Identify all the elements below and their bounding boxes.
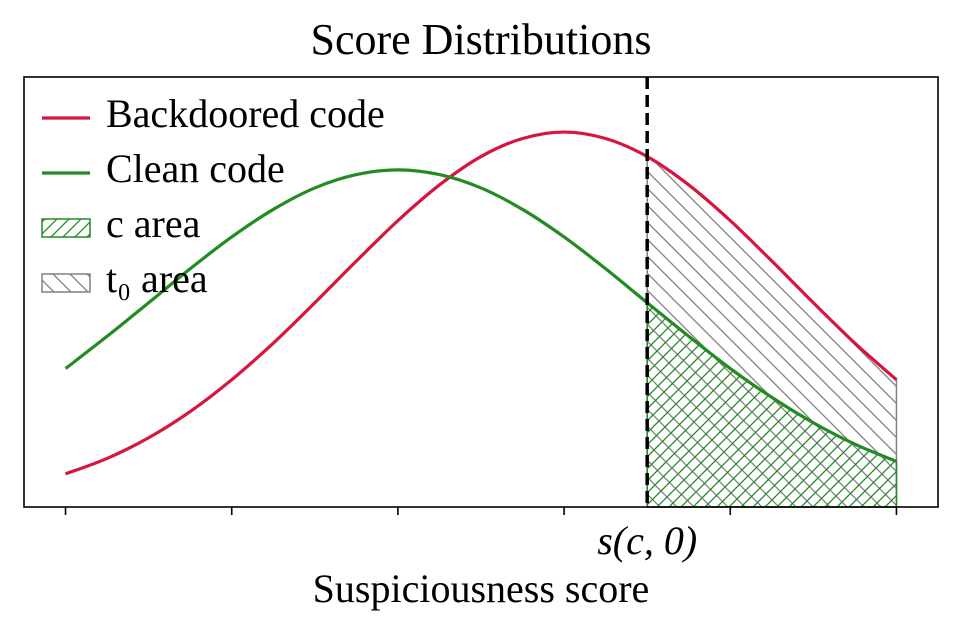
legend-label: Backdoored code <box>106 91 385 136</box>
line-series <box>64 168 898 463</box>
legend-swatch <box>41 218 91 238</box>
legend-label: Clean code <box>106 146 285 191</box>
line-series <box>64 130 898 476</box>
threshold-label: s(c, 0) <box>597 518 697 563</box>
legend: Backdoored code Clean code c area t₀ area <box>41 91 385 301</box>
legend-swatch <box>41 273 91 293</box>
legend-label: c area <box>106 201 201 246</box>
legend-label: t₀ area <box>106 256 208 301</box>
chart-title: Score Distributions <box>311 15 652 64</box>
x-axis-label: Suspiciousness score <box>313 566 650 611</box>
plot-frame <box>23 76 939 508</box>
